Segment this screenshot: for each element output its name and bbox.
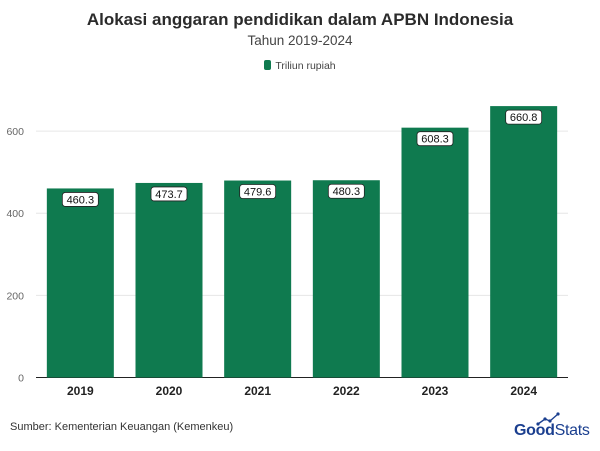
x-tick-label: 2024 [510, 384, 537, 398]
data-label-box [416, 131, 454, 147]
data-label-box [239, 184, 277, 199]
legend: Triliun rupiah [0, 60, 600, 72]
legend-swatch [264, 60, 272, 70]
data-label: 660.8 [510, 112, 538, 124]
x-tick-label: 2021 [244, 384, 271, 398]
bar [135, 182, 203, 378]
chart-title: Alokasi anggaran pendidikan dalam APBN I… [86, 10, 514, 29]
logo-trend-icon [536, 412, 560, 426]
data-label: 608.3 [421, 134, 449, 146]
data-label-box [150, 186, 188, 202]
bar [224, 180, 292, 378]
bar [312, 180, 380, 378]
goodstats-logo: GoodStats [514, 412, 594, 442]
bar [46, 188, 114, 378]
y-tick-label: 600 [6, 126, 24, 138]
y-tick-label: 400 [6, 208, 24, 220]
data-label-box [505, 109, 543, 125]
y-tick-label: 200 [6, 290, 24, 302]
x-tick-label: 2019 [67, 384, 94, 398]
bar [490, 106, 558, 378]
x-tick-label: 2023 [422, 384, 449, 398]
bar [401, 127, 469, 378]
chart-subtitle: Tahun 2019-2024 [247, 33, 353, 48]
data-label-box [61, 192, 99, 207]
data-label: 479.6 [244, 187, 272, 199]
logo-text: GoodStats [514, 422, 590, 439]
data-label-box [327, 183, 365, 199]
source-note: Sumber: Kementerian Keuangan (Kemenkeu) [10, 421, 234, 433]
data-label: 460.3 [67, 194, 95, 206]
legend-label: Triliun rupiah [275, 60, 336, 72]
y-tick-label: 0 [18, 373, 24, 385]
data-label: 473.7 [155, 189, 183, 201]
x-tick-label: 2020 [156, 384, 183, 398]
x-tick-label: 2022 [333, 384, 360, 398]
data-label: 480.3 [333, 186, 361, 198]
